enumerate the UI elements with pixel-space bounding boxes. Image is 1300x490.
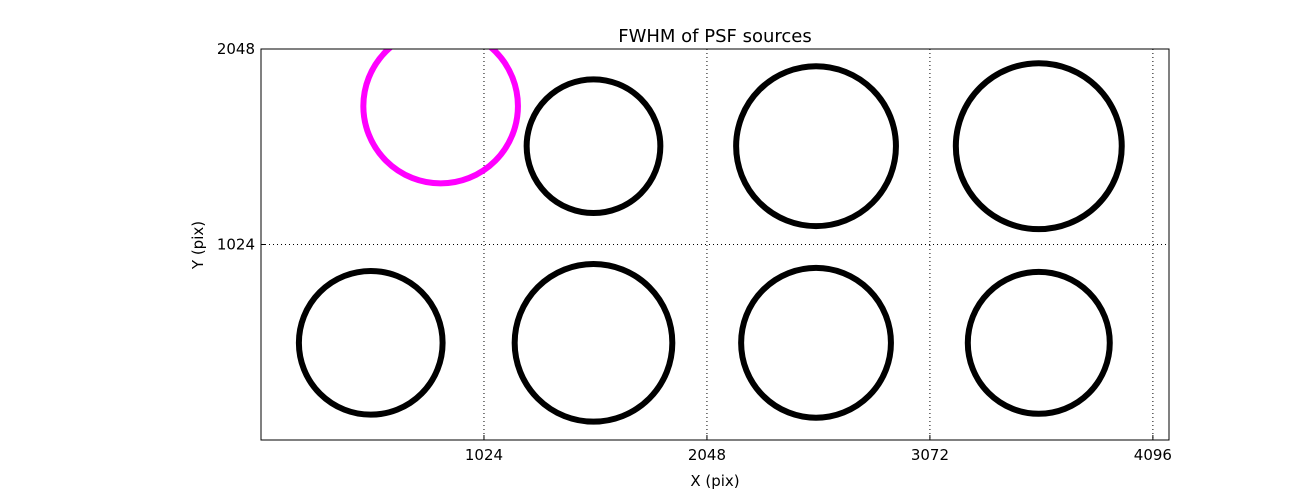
psf-circle: [295, 267, 446, 418]
y-axis-label: Y (pix): [189, 221, 207, 270]
psf-circle: [952, 60, 1125, 233]
x-tick-label: 1024: [465, 446, 503, 464]
psf-circle: [511, 260, 676, 425]
psf-circle: [523, 76, 664, 217]
x-axis-label: X (pix): [690, 472, 739, 490]
x-tick-label: 4096: [1134, 446, 1172, 464]
x-tick-label: 3072: [911, 446, 949, 464]
psf-circle: [738, 264, 894, 421]
chart-title: FWHM of PSF sources: [618, 26, 812, 47]
psf-circle: [733, 63, 899, 230]
y-tick-label: 1024: [217, 236, 255, 254]
psf-circle: [964, 268, 1113, 417]
psf-circle: [360, 49, 521, 187]
y-tick-label: 2048: [217, 40, 255, 58]
plot-area: [295, 49, 1125, 425]
x-tick-label: 2048: [688, 446, 726, 464]
